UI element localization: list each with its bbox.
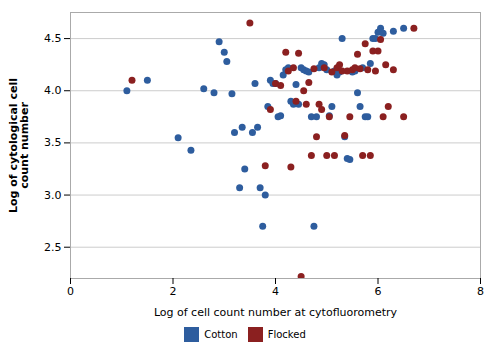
svg-text:2.5: 2.5 <box>44 241 62 254</box>
svg-text:2: 2 <box>170 285 177 298</box>
svg-text:Log of cell count number at cy: Log of cell count number at cytofluorome… <box>154 306 398 319</box>
html-text:Cotton: Cotton <box>204 329 238 340</box>
svg-text:0: 0 <box>67 285 74 298</box>
svg-text:6: 6 <box>375 285 382 298</box>
svg-text:4.5: 4.5 <box>44 32 62 45</box>
svg-text:4: 4 <box>272 285 279 298</box>
svg-text:Log of cytological cellcount n: Log of cytological cellcount number <box>7 78 31 213</box>
svg-text:8: 8 <box>477 285 484 298</box>
svg-text:3.5: 3.5 <box>44 136 62 149</box>
html-text:Flocked: Flocked <box>267 329 306 340</box>
svg-text:4.0: 4.0 <box>44 84 62 97</box>
svg-text:3.0: 3.0 <box>44 189 62 202</box>
